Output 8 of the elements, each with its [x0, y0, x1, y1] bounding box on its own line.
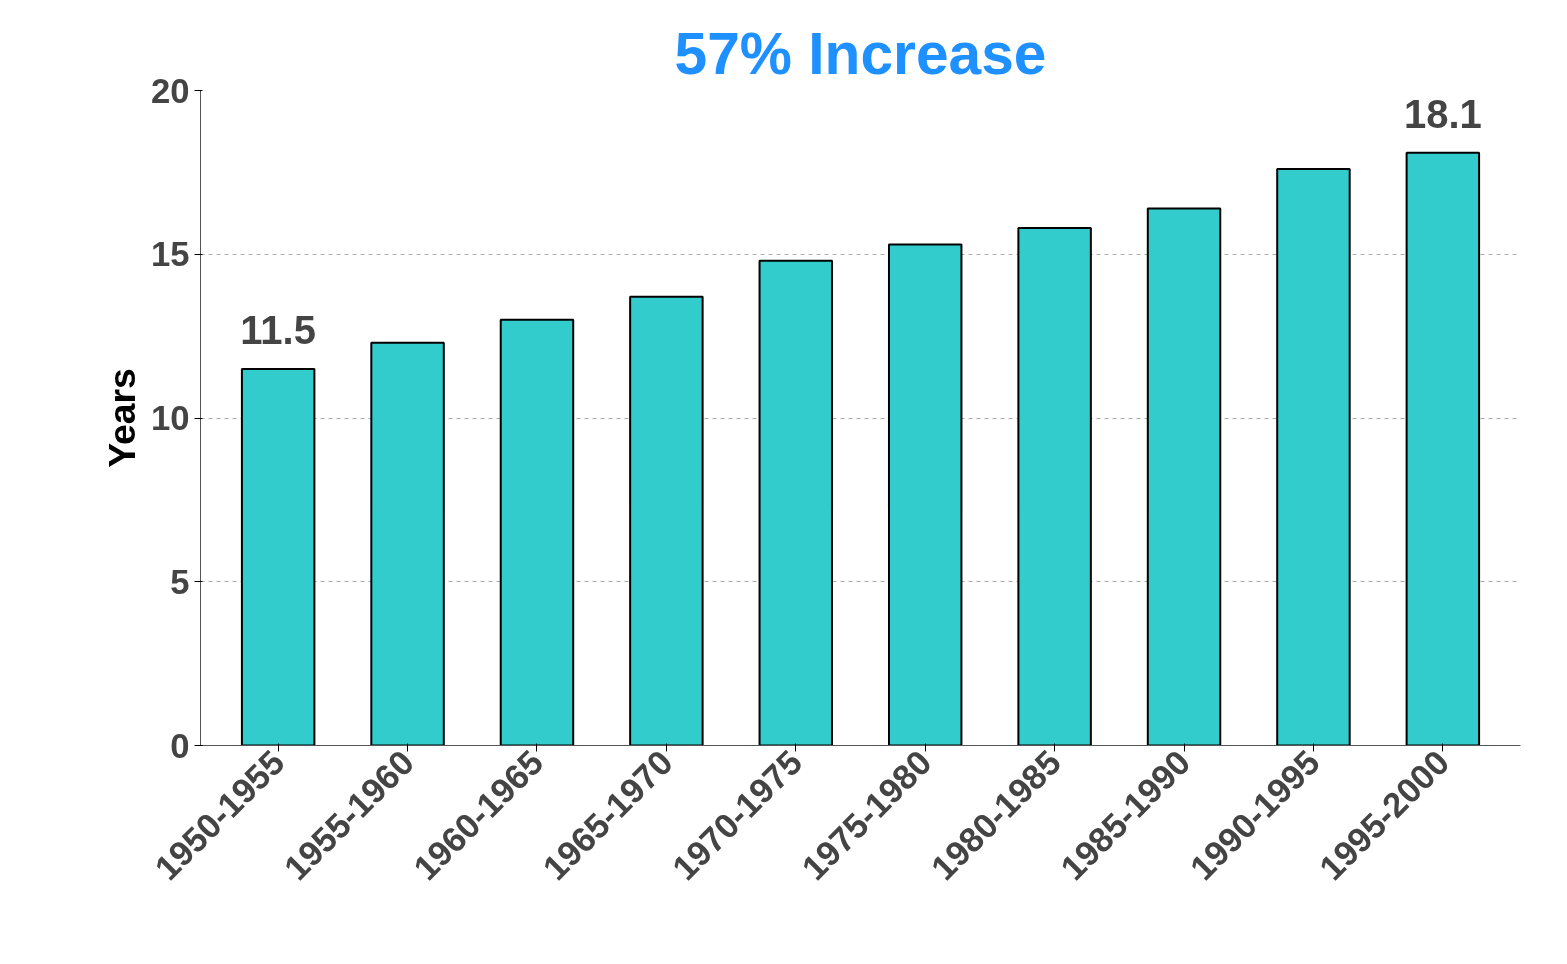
y-axis-title: Years [100, 368, 143, 468]
data-label: 18.1 [1403, 91, 1482, 136]
y-tick-label: 20 [150, 71, 190, 110]
chart-title: 57% Increase [674, 20, 1047, 86]
data-label: 11.5 [240, 307, 316, 352]
y-tick-label: 10 [150, 399, 190, 437]
y-tick-label: 5 [170, 562, 190, 601]
y-tick-label: 15 [150, 235, 190, 274]
